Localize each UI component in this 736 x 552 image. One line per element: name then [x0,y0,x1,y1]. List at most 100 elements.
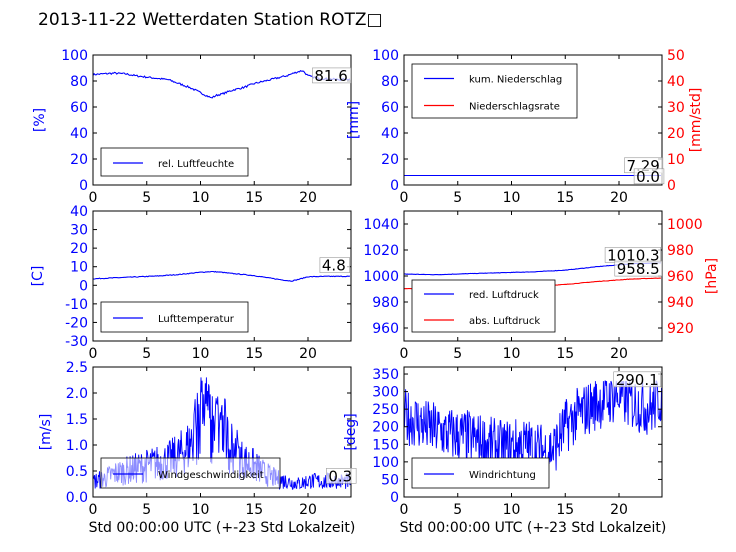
legend: Windgeschwindigkeit [100,457,281,489]
legend-entry: Windgeschwindigkeit [158,470,264,481]
y-tick-label: 100 [61,48,88,64]
legend-box [411,279,556,333]
y-axis-label: [C] [30,266,46,287]
legend-box [100,457,281,489]
legend-entry: kum. Niederschlag [469,75,562,86]
x-tick-label: 5 [142,190,151,206]
y-tick-label: 0.5 [66,464,88,480]
panel-wind: 0 5 10 15 20 0.0 0.5 1.0 1.5 2.0 2.5 [m/s] Windgesch… [38,360,357,536]
value-annotation-box [319,257,350,273]
y-tick-label: 960 [372,321,399,337]
y2-tick-label: 0 [667,178,676,194]
y2-tick-label: 40 [667,74,685,90]
plot-frame [92,54,352,186]
y2-axis-label: [mm/std] [688,88,704,153]
y-tick-label: 80 [70,74,88,90]
value-annotation-box [613,371,662,388]
legend-entry: Lufttemperatur [158,314,235,325]
y-axis-label: [%] [32,108,48,132]
y2-tick-label: 960 [667,269,694,285]
legend: Lufttemperatur [100,301,249,333]
y-tick-label: 1.0 [66,438,88,454]
y-tick-label: 20 [70,241,88,257]
x-tick-label: 0 [400,502,409,518]
y2-tick-label: 920 [667,321,694,337]
legend-entry: abs. Luftdruck [469,316,540,327]
y-tick-label: 40 [70,126,88,142]
x-tick-label: 20 [610,346,628,362]
x-tick-label: 10 [192,346,210,362]
plot-frame [403,366,663,498]
y-tick-label: 80 [381,74,399,90]
x-tick-label: 10 [503,502,521,518]
y-tick-label: 300 [372,385,399,401]
y-axis-label: [mm] [346,101,362,139]
series-line-temperature-0 [93,270,351,282]
x-tick-label: 5 [453,502,462,518]
plot-frame [92,366,352,498]
y2-tick-label: 1000 [667,217,703,233]
y-tick-label: 20 [70,152,88,168]
legend-box [411,457,550,489]
legend-entry: red. Luftdruck [469,290,539,301]
y-tick-label: 0.0 [66,490,88,506]
y-tick-label: -30 [65,334,88,350]
x-tick-label: 10 [503,346,521,362]
plot-frame [403,54,663,186]
x-tick-label: 15 [556,190,574,206]
value-annotation-box [326,468,357,484]
y-tick-label: 0 [390,178,399,194]
y-tick-label: 200 [372,420,399,436]
y-tick-label: 100 [372,455,399,471]
value-annotation-box [633,168,665,185]
chart-title: 2013-11-22 Wetterdaten Station ROTZ□ [38,10,383,30]
x-tick-label: 0 [89,502,98,518]
legend: red. Luftdruck abs. Luftdruck [411,279,556,333]
x-tick-label: 20 [610,190,628,206]
y-tick-label: 2.5 [66,360,88,376]
y2-tick-label: 940 [667,295,694,311]
legend-entry: Niederschlagsrate [469,102,560,113]
x-tick-label: 15 [245,190,263,206]
value-annotation: 0.0 [636,168,660,186]
y-tick-label: 20 [381,152,399,168]
y-tick-label: 1000 [363,269,399,285]
y-tick-label: 10 [70,260,88,276]
x-tick-label: 10 [503,190,521,206]
panel-rain: 0 5 10 15 20 0 20 40 60 80 100 0 10 20 30 40 50 [mm] [mm/s… [346,48,704,206]
y-tick-label: 60 [381,100,399,116]
x-tick-label: 20 [299,346,317,362]
x-tick-label: 20 [299,502,317,518]
x-tick-label: 10 [192,190,210,206]
y-tick-label: 30 [70,223,88,239]
legend: rel. Luftfeuchte [100,147,249,177]
y-axis-label: [deg] [343,413,359,450]
value-annotation: 290.1 [616,371,659,389]
y-tick-label: 50 [381,472,399,488]
panel-humidity: 0 5 10 15 20 0 20 40 60 80 100 [%] rel. Luftfeuchte 8… [32,48,352,206]
x-tick-label: 0 [89,190,98,206]
plot-frame [92,210,352,342]
x-tick-label: 20 [299,190,317,206]
value-annotation: 0.3 [328,467,352,485]
x-axis-label: Std 00:00:00 UTC (+-23 Std Lokalzeit) [400,520,667,536]
legend: Windrichtung [411,457,550,489]
y-tick-label: 980 [372,295,399,311]
x-tick-label: 5 [142,346,151,362]
y-tick-label: -10 [65,297,88,313]
x-tick-label: 5 [453,190,462,206]
y-tick-label: 1.5 [66,412,88,428]
x-tick-label: 0 [400,346,409,362]
legend: kum. Niederschlag Niederschlagsrate [411,63,578,119]
y2-tick-label: 10 [667,152,685,168]
panel-temperature: 0 5 10 15 20 -30 -20 -10 0 10 20 30 40 [C] Lufttempera… [30,204,352,362]
y2-tick-label: 30 [667,100,685,116]
y-tick-label: -20 [65,315,88,331]
y-tick-label: 40 [381,126,399,142]
value-annotation: 1010.3 [607,246,660,264]
legend-box [411,63,578,119]
value-annotation: 958.5 [617,260,660,278]
y2-tick-label: 980 [667,243,694,259]
x-tick-label: 5 [453,346,462,362]
